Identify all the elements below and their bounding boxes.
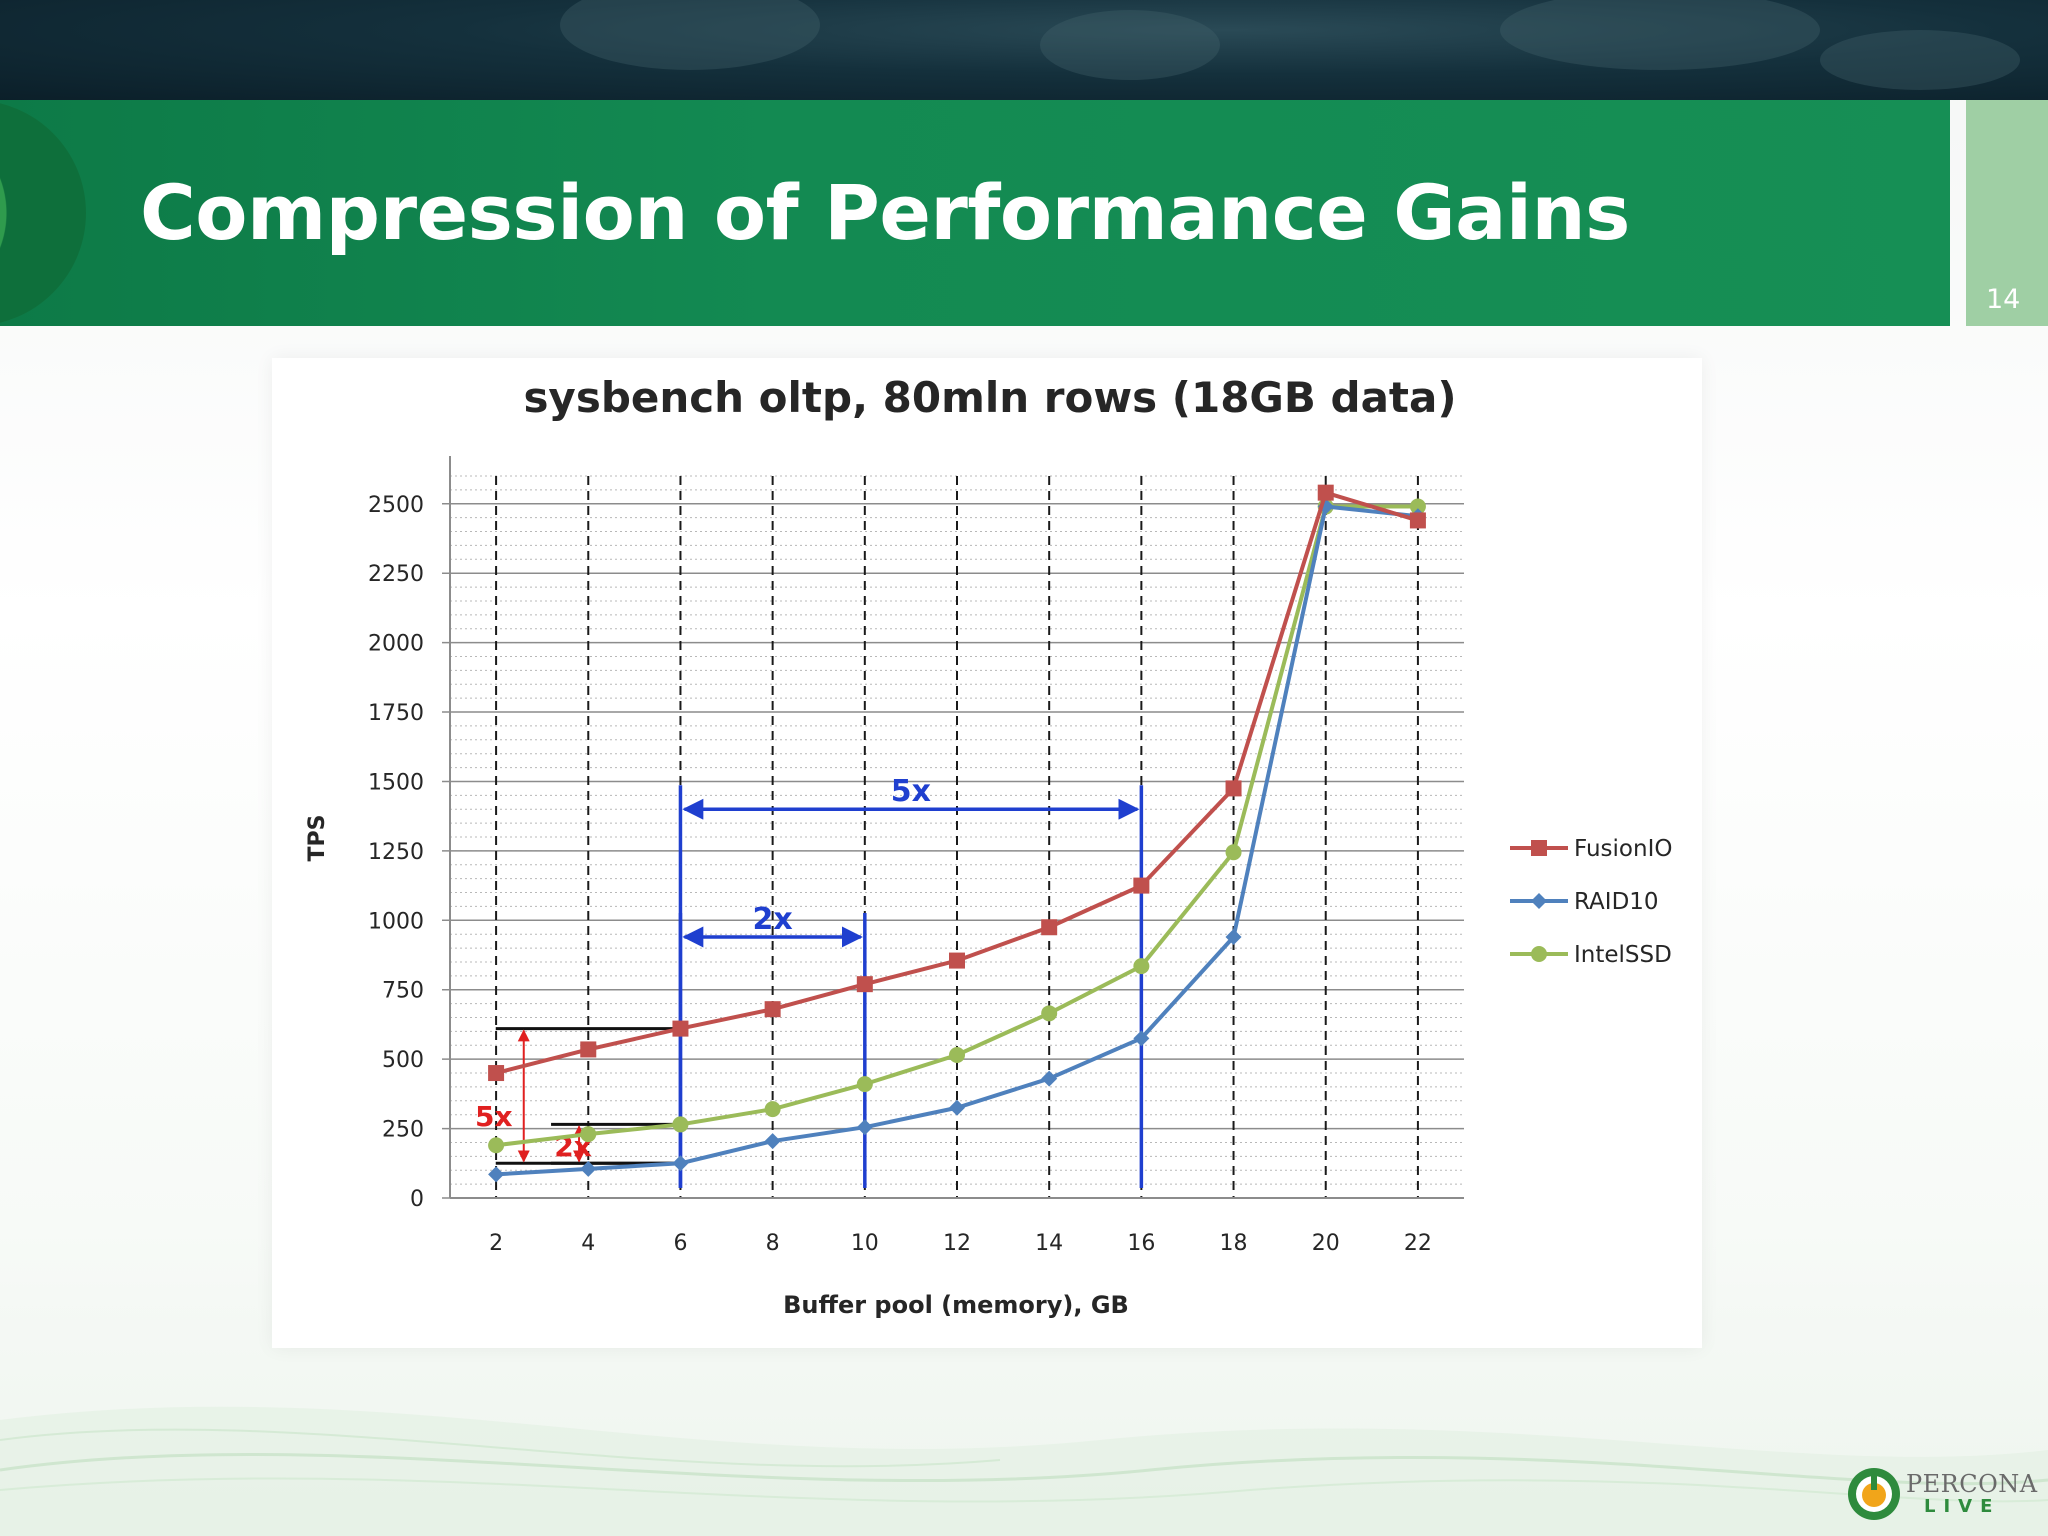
- data-point: [488, 1166, 505, 1183]
- data-point: [1225, 928, 1242, 945]
- data-point: [1133, 958, 1150, 975]
- y-tick-label: 2250: [368, 562, 424, 587]
- data-point: [1409, 512, 1426, 529]
- side-strip: [1966, 100, 2048, 326]
- x-tick-label: 6: [673, 1231, 687, 1256]
- dashed-guides: [495, 476, 1419, 1198]
- data-point: [949, 952, 965, 969]
- data-point: [949, 1099, 965, 1116]
- x-axis-label: Buffer pool (memory), GB: [783, 1291, 1129, 1319]
- data-point: [764, 1133, 781, 1150]
- brand-name: PERCONA: [1906, 1470, 2038, 1498]
- y-tick-label: 750: [382, 979, 424, 1004]
- decorative-waves: [0, 1406, 2048, 1536]
- data-point: [1409, 498, 1426, 515]
- y-tick-label: 1250: [368, 840, 424, 865]
- data-point: [1133, 1030, 1150, 1047]
- y-tick-label: 0: [410, 1187, 424, 1212]
- annotation-label: 2x: [753, 902, 793, 937]
- x-tick-label: 14: [1035, 1231, 1063, 1256]
- x-tick-label: 2: [489, 1231, 503, 1256]
- data-point: [1317, 484, 1334, 501]
- y-axis-label: TPS: [305, 815, 330, 862]
- y-tick-label: 2500: [368, 493, 424, 518]
- y-tick-label: 1000: [368, 909, 424, 934]
- data-point: [764, 1101, 781, 1118]
- title-bar: [0, 100, 1950, 326]
- data-point: [1041, 1070, 1058, 1087]
- y-tick-label: 1750: [368, 701, 424, 726]
- y-tick-label: 2000: [368, 632, 424, 657]
- x-tick-label: 18: [1220, 1231, 1248, 1256]
- legend-label: FusionIO: [1574, 836, 1672, 862]
- data-point: [580, 1041, 597, 1058]
- data-point: [1225, 844, 1242, 861]
- annotation-label: 5x: [891, 774, 931, 809]
- percona-logo-icon: [1848, 1468, 1900, 1520]
- data-point: [488, 1137, 505, 1154]
- x-tick-label: 12: [943, 1231, 971, 1256]
- y-tick-label: 250: [382, 1118, 424, 1143]
- data-point: [488, 1065, 505, 1082]
- series: [488, 484, 1426, 1183]
- x-tick-label: 4: [581, 1231, 595, 1256]
- data-point: [856, 1076, 873, 1093]
- data-point: [672, 1116, 689, 1133]
- legend-marker: [1531, 893, 1547, 909]
- data-point: [672, 1155, 689, 1172]
- slide-title: Compression of Performance Gains: [140, 168, 1630, 257]
- data-point: [764, 1001, 781, 1018]
- data-point: [672, 1020, 689, 1037]
- header-background: [0, 0, 2048, 100]
- slide-number: 14: [1986, 284, 2021, 315]
- legend-marker: [1531, 840, 1547, 856]
- chart-title: sysbench oltp, 80mln rows (18GB data): [523, 373, 1456, 422]
- legend-marker: [1531, 946, 1547, 962]
- x-tick-label: 16: [1127, 1231, 1155, 1256]
- legend-label: IntelSSD: [1574, 942, 1672, 968]
- data-point: [856, 1119, 873, 1136]
- data-point: [1041, 1005, 1058, 1022]
- x-tick-label: 22: [1404, 1231, 1432, 1256]
- data-point: [856, 976, 873, 993]
- data-point: [1041, 919, 1058, 936]
- data-point: [949, 1046, 965, 1063]
- y-tick-label: 500: [382, 1048, 424, 1073]
- axes: 0 250 500 750 1000 1250 1500 1750 2000 2250 2500 2 4…: [368, 456, 1464, 1256]
- data-point: [580, 1160, 597, 1177]
- brand-sub: LIVE: [1924, 1496, 2001, 1517]
- legend-label: RAID10: [1574, 889, 1659, 915]
- y-tick-label: 1500: [368, 770, 424, 795]
- chart-card: sysbench oltp, 80mln rows (18GB data) 0 2…: [272, 358, 1702, 1348]
- annotation-label: 5x: [475, 1100, 513, 1133]
- legend: FusionIO RAID10 IntelSSD: [1510, 836, 1672, 968]
- data-point: [580, 1126, 597, 1143]
- chart: sysbench oltp, 80mln rows (18GB data) 0 2…: [305, 373, 1672, 1319]
- x-tick-label: 20: [1312, 1231, 1340, 1256]
- x-tick-label: 8: [766, 1231, 780, 1256]
- x-tick-label: 10: [851, 1231, 879, 1256]
- data-point: [1133, 877, 1150, 894]
- data-point: [1225, 780, 1242, 797]
